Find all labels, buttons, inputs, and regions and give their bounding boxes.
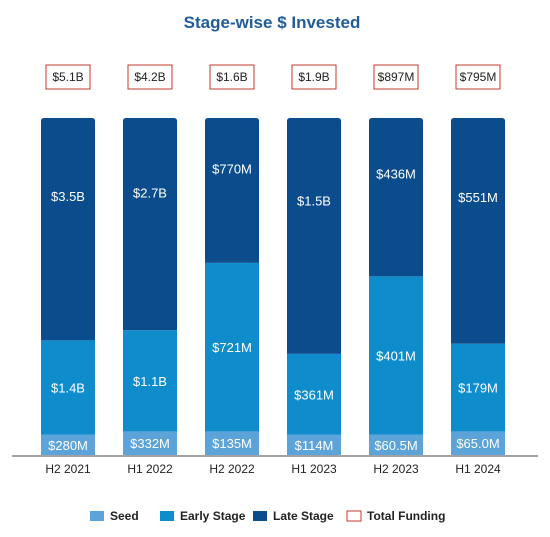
chart-title: Stage-wise $ Invested — [184, 13, 361, 32]
bar-group-h1-2023: $114M $361M $1.5B — [287, 118, 341, 455]
bar-label-early-stage-h2-2022: $721M — [212, 340, 252, 355]
legend-item-late-stage: Late Stage — [253, 509, 334, 523]
bar-late-stage-h2-2021 — [41, 118, 95, 341]
bar-label-seed-h1-2024: $65.0M — [456, 436, 499, 451]
x-tick-h1-2024: H1 2024 — [455, 462, 501, 476]
bar-label-late-stage-h1-2023: $1.5B — [297, 194, 331, 209]
total-label-h2-2022: $1.6B — [216, 70, 247, 84]
legend-swatch-seed — [90, 511, 104, 521]
bar-early-stage-h2-2022 — [205, 262, 259, 432]
bar-early-stage-h1-2024 — [451, 343, 505, 432]
legend-label-early-stage: Early Stage — [180, 509, 246, 523]
legend-label-seed: Seed — [110, 509, 139, 523]
total-label-h2-2023: $897M — [378, 70, 415, 84]
bar-late-stage-h2-2023 — [369, 118, 423, 277]
totals-layer: $5.1B $4.2B $1.6B $1.9B $897M $795M — [45, 64, 501, 90]
bar-label-early-stage-h2-2021: $1.4B — [51, 381, 85, 396]
total-box-h1-2022 — [127, 64, 173, 90]
x-tick-h1-2022: H1 2022 — [127, 462, 173, 476]
bar-label-seed-h2-2021: $280M — [48, 438, 88, 453]
bar-early-stage-h2-2021 — [41, 340, 95, 435]
bar-label-early-stage-h1-2022: $1.1B — [133, 374, 167, 389]
bar-late-stage-h1-2024 — [451, 118, 505, 344]
total-label-h1-2024: $795M — [460, 70, 497, 84]
bar-seed-h2-2021 — [41, 434, 95, 455]
bar-early-stage-h1-2022 — [123, 330, 177, 432]
bar-label-seed-h1-2022: $332M — [130, 436, 170, 451]
bar-label-seed-h2-2022: $135M — [212, 436, 252, 451]
x-tick-h2-2022: H2 2022 — [209, 462, 255, 476]
legend-swatch-early-stage — [160, 511, 174, 521]
bar-group-h2-2023: $60.5M $401M $436M — [369, 118, 423, 455]
total-box-h2-2021 — [45, 64, 91, 90]
bar-seed-h2-2022 — [205, 431, 259, 455]
bar-late-stage-h2-2022 — [205, 118, 259, 263]
x-tick-labels: H2 2021 H1 2022 H2 2022 H1 2023 H2 2023 H1 20… — [45, 462, 501, 476]
x-tick-h2-2021: H2 2021 — [45, 462, 91, 476]
total-label-h1-2023: $1.9B — [298, 70, 329, 84]
bar-label-early-stage-h1-2023: $361M — [294, 387, 334, 402]
legend-item-early-stage: Early Stage — [160, 509, 246, 523]
legend-swatch-total-funding — [346, 510, 362, 522]
bar-label-seed-h2-2023: $60.5M — [374, 438, 417, 453]
bar-label-late-stage-h2-2021: $3.5B — [51, 189, 85, 204]
bar-group-h2-2022: $135M $721M $770M — [205, 118, 259, 455]
total-box-h1-2024 — [455, 64, 501, 90]
bar-label-late-stage-h1-2024: $551M — [458, 190, 498, 205]
bar-label-late-stage-h2-2023: $436M — [376, 166, 416, 181]
total-box-h1-2023 — [291, 64, 337, 90]
legend-label-total-funding: Total Funding — [367, 509, 445, 523]
x-tick-h2-2023: H2 2023 — [373, 462, 419, 476]
bar-label-late-stage-h1-2022: $2.7B — [133, 185, 167, 200]
total-box-h2-2022 — [209, 64, 255, 90]
bar-seed-h1-2024 — [451, 431, 505, 455]
bar-group-h1-2024: $65.0M $179M $551M — [451, 118, 505, 455]
bar-label-early-stage-h1-2024: $179M — [458, 381, 498, 396]
bar-label-seed-h1-2023: $114M — [295, 438, 334, 453]
bar-group-h2-2021: $280M $1.4B $3.5B — [41, 118, 95, 455]
bar-late-stage-h1-2023 — [287, 118, 341, 354]
bar-early-stage-h1-2023 — [287, 353, 341, 435]
legend-item-total-funding: Total Funding — [346, 509, 445, 523]
bar-late-stage-h1-2022 — [123, 118, 177, 331]
bars-layer: $280M $1.4B $3.5B $332M $1.1B $2.7B $135M $721M… — [41, 118, 505, 455]
total-box-h2-2023 — [373, 64, 419, 90]
legend-item-seed: Seed — [90, 509, 139, 523]
bar-early-stage-h2-2023 — [369, 276, 423, 435]
x-tick-h1-2023: H1 2023 — [291, 462, 337, 476]
bar-seed-h1-2022 — [123, 431, 177, 455]
legend-label-late-stage: Late Stage — [273, 509, 334, 523]
legend-swatch-late-stage — [253, 511, 267, 521]
bar-group-h1-2022: $332M $1.1B $2.7B — [123, 118, 177, 455]
bar-label-early-stage-h2-2023: $401M — [376, 349, 416, 364]
bar-seed-h1-2023 — [287, 434, 341, 455]
bar-label-late-stage-h2-2022: $770M — [212, 162, 252, 177]
total-label-h2-2021: $5.1B — [52, 70, 83, 84]
legend: Seed Early Stage Late Stage Total Funding — [90, 509, 445, 523]
bar-seed-h2-2023 — [369, 434, 423, 455]
total-label-h1-2022: $4.2B — [134, 70, 165, 84]
